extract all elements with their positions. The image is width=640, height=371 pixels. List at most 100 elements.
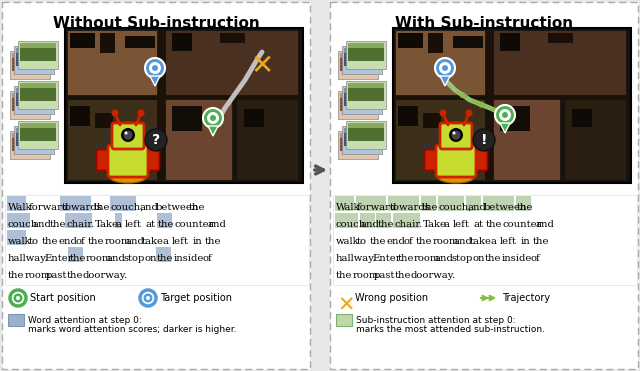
- Text: of: of: [202, 254, 212, 263]
- Text: and: and: [107, 254, 125, 263]
- Text: couch,: couch,: [438, 203, 472, 212]
- Bar: [20, 83, 56, 101]
- Bar: [12, 53, 48, 58]
- Text: and: and: [467, 203, 486, 212]
- Text: at: at: [473, 220, 483, 229]
- Circle shape: [140, 290, 156, 306]
- Text: left: left: [172, 237, 189, 246]
- Bar: [16, 88, 52, 93]
- Bar: [172, 33, 192, 51]
- Text: doorway.: doorway.: [411, 271, 456, 280]
- Text: in: in: [193, 237, 202, 246]
- Text: Trajectory: Trajectory: [502, 293, 550, 303]
- Text: and: and: [33, 220, 52, 229]
- Text: counter: counter: [175, 220, 214, 229]
- Text: of: of: [531, 254, 540, 263]
- Bar: [12, 93, 48, 111]
- Text: the: the: [516, 203, 533, 212]
- Bar: [109, 196, 136, 211]
- Bar: [60, 196, 91, 211]
- Bar: [16, 48, 52, 66]
- Text: forward: forward: [356, 203, 397, 212]
- Bar: [467, 196, 481, 211]
- Text: Target position: Target position: [160, 293, 232, 303]
- Bar: [342, 86, 382, 114]
- Text: between: between: [484, 203, 527, 212]
- Text: of: of: [75, 237, 84, 246]
- Text: walk: walk: [8, 237, 31, 246]
- Bar: [16, 128, 52, 133]
- Bar: [356, 196, 387, 211]
- Text: Without Sub-instruction: Without Sub-instruction: [52, 16, 259, 31]
- Text: in: in: [520, 237, 530, 246]
- Text: couch: couch: [8, 220, 38, 229]
- Text: the: the: [416, 237, 433, 246]
- Bar: [67, 30, 157, 95]
- Circle shape: [451, 131, 461, 139]
- Circle shape: [125, 131, 127, 135]
- Text: past: past: [45, 271, 67, 280]
- Bar: [348, 83, 384, 88]
- Bar: [393, 28, 631, 183]
- Bar: [65, 28, 303, 183]
- Bar: [346, 81, 386, 109]
- Text: Sub-instruction attention at step 0:: Sub-instruction attention at step 0:: [356, 316, 516, 325]
- Text: towards: towards: [389, 203, 430, 212]
- Bar: [500, 33, 520, 51]
- Polygon shape: [150, 76, 160, 86]
- Bar: [10, 51, 50, 79]
- Text: left: left: [124, 220, 141, 229]
- Text: inside: inside: [502, 254, 532, 263]
- Text: Take: Take: [95, 220, 119, 229]
- Text: on: on: [144, 254, 157, 263]
- Text: Walk: Walk: [8, 203, 33, 212]
- Circle shape: [146, 296, 150, 300]
- Circle shape: [152, 65, 158, 71]
- Bar: [348, 83, 384, 101]
- Text: the: the: [66, 271, 83, 280]
- Bar: [483, 196, 514, 211]
- Text: inside: inside: [174, 254, 204, 263]
- Text: the: the: [189, 203, 205, 212]
- Bar: [115, 213, 122, 228]
- Text: on: on: [472, 254, 484, 263]
- Bar: [16, 48, 52, 53]
- Bar: [340, 133, 376, 151]
- Text: and: and: [453, 237, 472, 246]
- Bar: [236, 99, 298, 180]
- Circle shape: [10, 290, 26, 306]
- Text: take: take: [142, 237, 164, 246]
- Circle shape: [121, 128, 135, 142]
- Bar: [438, 196, 465, 211]
- Text: the: the: [378, 220, 394, 229]
- Bar: [338, 131, 378, 159]
- Bar: [18, 41, 58, 69]
- Text: Take: Take: [423, 220, 447, 229]
- Text: stop: stop: [451, 254, 473, 263]
- FancyBboxPatch shape: [436, 145, 476, 177]
- Text: chair.: chair.: [394, 220, 422, 229]
- Bar: [70, 33, 95, 48]
- Text: a: a: [491, 237, 497, 246]
- Bar: [5, 195, 309, 285]
- Bar: [220, 33, 244, 43]
- Bar: [344, 88, 380, 93]
- Bar: [335, 196, 354, 211]
- Text: room: room: [104, 237, 131, 246]
- Text: the: the: [486, 220, 502, 229]
- Bar: [340, 93, 376, 98]
- Circle shape: [13, 293, 22, 302]
- Bar: [68, 247, 83, 262]
- Text: the: the: [157, 254, 173, 263]
- Bar: [493, 99, 559, 180]
- Text: ✕: ✕: [337, 296, 355, 316]
- Text: Walk: Walk: [336, 203, 360, 212]
- Text: towards: towards: [61, 203, 102, 212]
- FancyBboxPatch shape: [97, 150, 111, 171]
- Text: hallway.: hallway.: [8, 254, 49, 263]
- Circle shape: [440, 109, 447, 116]
- Circle shape: [138, 109, 145, 116]
- Bar: [333, 195, 637, 285]
- Bar: [493, 30, 626, 95]
- Bar: [340, 53, 376, 58]
